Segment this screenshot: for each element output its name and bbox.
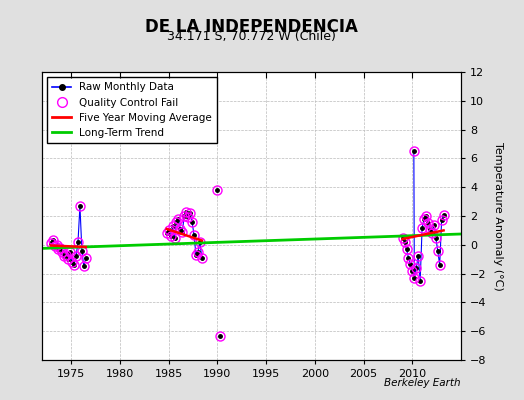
Y-axis label: Temperature Anomaly (°C): Temperature Anomaly (°C) xyxy=(493,142,504,290)
Text: Berkeley Earth: Berkeley Earth xyxy=(385,378,461,388)
Legend: Raw Monthly Data, Quality Control Fail, Five Year Moving Average, Long-Term Tren: Raw Monthly Data, Quality Control Fail, … xyxy=(47,77,217,143)
Text: 34.171 S, 70.772 W (Chile): 34.171 S, 70.772 W (Chile) xyxy=(167,30,336,43)
Text: DE LA INDEPENDENCIA: DE LA INDEPENDENCIA xyxy=(145,18,358,36)
